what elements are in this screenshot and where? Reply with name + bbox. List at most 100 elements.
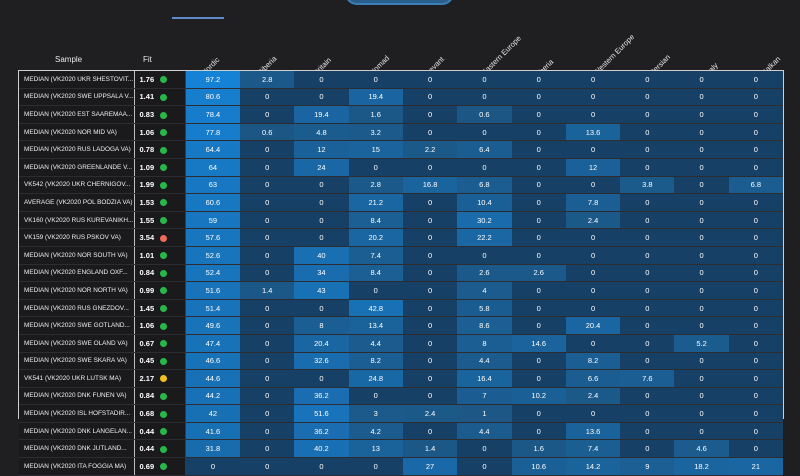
- table-row[interactable]: MEDIAN (VK2020 EST SAAREMAA... 0.83 78.4 0 1…: [19, 105, 783, 124]
- fit-cell: 1.53: [134, 193, 186, 212]
- value-cell: 2.6: [457, 264, 512, 283]
- fit-status-dot-icon: [160, 181, 168, 189]
- value-cell: 0: [728, 71, 783, 89]
- value-cell: 10.6: [511, 457, 566, 476]
- value-cell: 0: [348, 457, 403, 476]
- value-cell: 0: [402, 422, 458, 441]
- value-cell: 0: [511, 105, 566, 124]
- table-row[interactable]: VK159 (VK2020 RUS PSKOV VA) 3.54 57.6 0 0 20.…: [19, 228, 783, 247]
- table-row[interactable]: MEDIAN (VK2020 NOR NORTH VA) 0.99 51.6 1.4 4…: [19, 281, 783, 300]
- sample-name: MEDIAN (VK2020 NOR SOUTH VA): [19, 246, 135, 265]
- table-row[interactable]: MEDIAN (VK2020 SWE UPPSALA V... 1.41 80.6 0…: [19, 88, 783, 107]
- value-cell: 8.2: [348, 352, 403, 371]
- value-cell: 0: [240, 404, 295, 423]
- table-row[interactable]: MEDIAN (VK2020 RUS GNEZDOV... 1.45 51.4 0 0 4…: [19, 299, 783, 318]
- value-cell: 27: [402, 457, 458, 476]
- fit-value: 0.78: [139, 145, 155, 155]
- sample-name: MEDIAN (VK2020 ISL HOFSTADIR...: [19, 404, 135, 423]
- value-cell: 0: [565, 176, 621, 195]
- value-cell: 0: [620, 404, 675, 423]
- fit-status-dot-icon: [160, 410, 168, 418]
- value-cell: 0: [511, 193, 566, 212]
- value-cell: 0: [457, 88, 512, 107]
- value-cell: 36.2: [294, 387, 349, 406]
- value-cell: 0: [728, 228, 783, 247]
- sample-name: VK541 (VK2020 UKR LUTSK MA): [19, 369, 135, 388]
- value-cell: 0: [240, 299, 295, 318]
- value-cell: 1: [457, 404, 512, 423]
- value-cell: 6.8: [457, 176, 512, 195]
- fit-value: 0.67: [139, 338, 155, 348]
- value-cell: 21.2: [348, 193, 403, 212]
- table-row[interactable]: MEDIAN (VK2020 RUS LADOGA VA) 0.78 64.4 0 12…: [19, 140, 783, 159]
- value-cell: 30.2: [457, 211, 512, 230]
- value-cell: 8.2: [565, 352, 621, 371]
- fit-value: 0.84: [139, 391, 155, 401]
- top-tab-button[interactable]: [345, 0, 454, 5]
- value-cell: 7.6: [620, 369, 675, 388]
- value-cell: 0: [240, 387, 295, 406]
- table-row[interactable]: MEDIAN (VK2020 ITA FOGGIA MA) 0.69 0 0 0 0 27 0…: [19, 457, 783, 476]
- table-row[interactable]: MEDIAN (VK2020 NOR MID VA) 1.06 77.8 0.6 4.8…: [19, 123, 783, 142]
- value-cell: 0.6: [457, 105, 512, 124]
- value-cell: 3.8: [620, 176, 675, 195]
- table-row[interactable]: MEDIAN (VK2020 SWE SKARA VA) 0.45 46.6 0 32.…: [19, 352, 783, 371]
- fit-value: 2.17: [139, 373, 155, 383]
- value-cell: 2.6: [511, 264, 566, 283]
- table-row[interactable]: MEDIAN (VK2020 UKR SHESTOVIT... 1.76 97.2 2…: [19, 71, 783, 89]
- fit-status-dot-icon: [160, 357, 168, 365]
- table-row[interactable]: MEDIAN (VK2020 DNK JUTLAND... 0.44 31.8 0 40…: [19, 439, 783, 459]
- value-cell: 2.4: [565, 387, 621, 406]
- table-row[interactable]: AVERAGE (VK2020 POL BODZIA VA) 1.53 60.6 0 0…: [19, 193, 783, 212]
- fit-value: 1.01: [139, 250, 155, 260]
- value-cell: 8.4: [348, 264, 403, 283]
- fit-status-dot-icon: [160, 287, 168, 295]
- value-cell: 0: [565, 228, 621, 247]
- value-cell: 0: [457, 158, 512, 177]
- value-cell: 0: [240, 422, 295, 441]
- fit-cell: 1.41: [134, 88, 186, 107]
- value-cell: 0: [674, 369, 729, 388]
- table-row[interactable]: MEDIAN (VK2020 ENGLAND OXF... 0.84 52.4 0 34…: [19, 264, 783, 283]
- value-cell: 0: [240, 457, 295, 476]
- value-cell: 10.2: [511, 387, 566, 406]
- value-cell: 0: [294, 228, 349, 247]
- value-cell: 4: [457, 281, 512, 300]
- value-cell: 6.8: [728, 176, 783, 195]
- value-cell: 20.4: [294, 334, 349, 353]
- table-row[interactable]: MEDIAN (VK2020 DNK FUNEN VA) 0.84 44.2 0 36.…: [19, 387, 783, 406]
- value-cell: 0: [674, 88, 729, 107]
- fit-value: 3.54: [139, 233, 155, 243]
- table-row[interactable]: MEDIAN (VK2020 NOR SOUTH VA) 1.01 52.6 0 40 7…: [19, 246, 783, 265]
- value-cell: 2.2: [402, 140, 458, 159]
- table-row[interactable]: MEDIAN (VK2020 SWE GOTLAND... 1.06 49.6 0 8 1…: [19, 316, 783, 335]
- value-cell: 0: [294, 193, 349, 212]
- sample-name: MEDIAN (VK2020 NOR MID VA): [19, 123, 135, 142]
- value-cell: 0: [620, 422, 675, 441]
- value-cell: 6.4: [457, 140, 512, 159]
- value-cell: 0: [402, 246, 458, 265]
- fit-status-dot-icon: [160, 111, 168, 119]
- value-cell: 19.4: [348, 88, 403, 107]
- value-cell: 97.2: [185, 71, 241, 89]
- value-cell: 52.4: [185, 264, 241, 283]
- value-cell: 1.6: [511, 439, 566, 459]
- table-row[interactable]: MEDIAN (VK2020 SWE OLAND VA) 0.67 47.4 0 20.…: [19, 334, 783, 353]
- table-row[interactable]: VK541 (VK2020 UKR LUTSK MA) 2.17 44.6 0 0 24.…: [19, 369, 783, 388]
- value-cell: 0: [240, 193, 295, 212]
- table-row[interactable]: MEDIAN (VK2020 GREENLANDE V... 1.09 64 0 24 0…: [19, 158, 783, 177]
- fit-cell: 1.01: [134, 246, 186, 265]
- value-cell: 1.4: [402, 439, 458, 459]
- value-cell: 0: [728, 140, 783, 159]
- value-cell: 8.4: [348, 211, 403, 230]
- fit-value: 1.09: [139, 162, 155, 172]
- fit-value: 1.45: [139, 303, 155, 313]
- table-row[interactable]: VK160 (VK2020 RUS KUREVANIKH... 1.55 59 0 0 8…: [19, 211, 783, 230]
- table-row[interactable]: MEDIAN (VK2020 ISL HOFSTADIR... 0.68 42 0 51…: [19, 404, 783, 423]
- table-row[interactable]: MEDIAN (VK2020 DNK LANGELAN... 0.44 41.6 0 3…: [19, 422, 783, 441]
- sample-name: MEDIAN (VK2020 DNK LANGELAN...: [19, 422, 135, 441]
- table-row[interactable]: VK542 (VK2020 UKR CHERNIGOV... 1.99 63 0 0 2.…: [19, 176, 783, 195]
- fit-cell: 1.76: [134, 71, 186, 89]
- value-cell: 42.8: [348, 299, 403, 318]
- value-cell: 0: [240, 158, 295, 177]
